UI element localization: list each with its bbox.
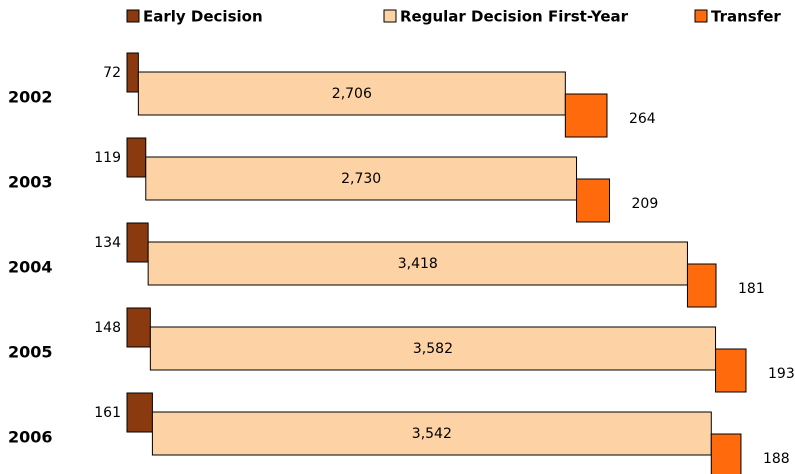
legend-label: Early Decision	[143, 8, 263, 26]
value-label: 193	[768, 366, 795, 382]
legend-swatch	[383, 9, 397, 23]
value-label: 2,706	[332, 86, 372, 102]
bar-segment	[126, 307, 151, 348]
value-label: 3,542	[412, 426, 452, 442]
bar-segment	[147, 241, 688, 286]
bar-segment	[126, 137, 147, 178]
year-label: 2006	[8, 428, 53, 447]
bar-segment	[710, 433, 742, 474]
bar-segment	[564, 93, 608, 138]
bar-segment	[137, 71, 566, 116]
value-label: 264	[629, 111, 656, 127]
value-label: 209	[632, 196, 659, 212]
legend-swatch	[126, 9, 140, 23]
bar-segment	[686, 263, 717, 308]
year-label: 2003	[8, 173, 53, 192]
value-label: 72	[103, 65, 121, 81]
value-label: 188	[763, 451, 790, 467]
value-label: 148	[94, 320, 121, 336]
value-label: 181	[738, 281, 765, 297]
bar-segment	[715, 348, 747, 393]
year-label: 2002	[8, 88, 53, 107]
value-label: 3,418	[398, 256, 438, 272]
year-label: 2004	[8, 258, 53, 277]
value-label: 2,730	[341, 171, 381, 187]
legend-label: Transfer	[711, 8, 781, 26]
bar-segment	[576, 178, 611, 223]
value-label: 119	[94, 150, 121, 166]
value-label: 161	[94, 405, 121, 421]
bar-segment	[151, 411, 712, 456]
value-label: 134	[94, 235, 121, 251]
bar-segment	[126, 392, 153, 433]
legend-label: Regular Decision First-Year	[400, 8, 629, 26]
bar-segment	[145, 156, 578, 201]
bar-segment	[149, 326, 717, 371]
bar-segment	[126, 52, 139, 93]
bar-segment	[126, 222, 149, 263]
legend-swatch	[694, 9, 708, 23]
year-label: 2005	[8, 343, 53, 362]
value-label: 3,582	[413, 341, 453, 357]
